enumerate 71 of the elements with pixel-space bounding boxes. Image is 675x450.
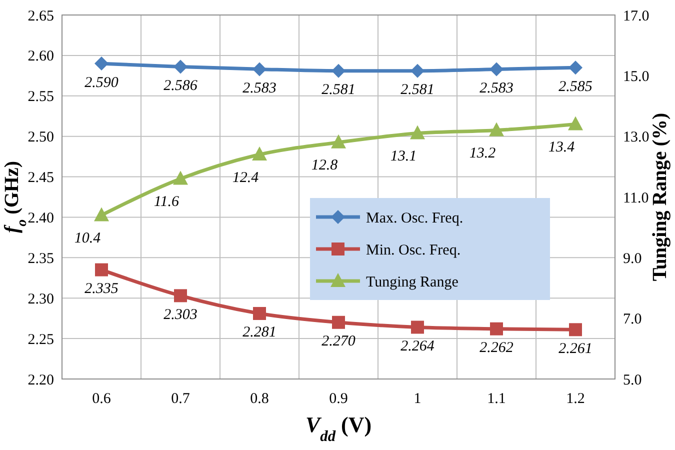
data-label: 2.585 (558, 78, 593, 95)
x-tick-label: 0.7 (171, 391, 190, 407)
data-label: 12.8 (311, 158, 338, 174)
data-label: 2.581 (322, 82, 356, 98)
y-tick-label: 2.35 (28, 250, 54, 267)
data-label: 2.270 (322, 334, 356, 350)
x-tick-label: 1.2 (566, 391, 585, 407)
x-tick-label: 0.6 (92, 391, 112, 407)
data-label: 2.261 (558, 340, 592, 357)
y2-tick-label: 11.0 (623, 190, 649, 206)
y-tick-label: 2.45 (28, 170, 54, 186)
data-label: 13.4 (548, 139, 576, 156)
point (94, 56, 108, 71)
x-tick-label: 1 (414, 391, 422, 407)
x-tick-label: 0.9 (329, 391, 348, 407)
point (252, 62, 266, 76)
point (331, 134, 346, 148)
point (489, 122, 504, 136)
y-tick-label: 2.65 (28, 8, 54, 24)
data-label: 10.4 (74, 230, 102, 246)
data-label: 13.1 (390, 148, 417, 165)
y-tick-label: 2.20 (28, 372, 54, 388)
point (490, 322, 503, 336)
y2-tick-label: 13.0 (623, 130, 650, 146)
x-tick-label: 1.1 (487, 391, 506, 407)
data-label: 2.262 (480, 340, 514, 356)
y-tick-label: 2.50 (28, 130, 54, 146)
point (174, 289, 187, 302)
point (252, 146, 267, 161)
point (568, 116, 583, 130)
data-label: 2.581 (400, 82, 434, 98)
point (332, 316, 345, 329)
data-label: 2.583 (242, 80, 276, 96)
x-axis-title: V$_{dd}$ (V) (305, 412, 372, 444)
data-label: 2.264 (400, 338, 435, 354)
y2-tick-label: 5.0 (623, 372, 642, 388)
y2-tick-label: 15.0 (623, 68, 650, 85)
data-label: 2.590 (84, 74, 119, 91)
point (95, 263, 108, 276)
point (253, 306, 266, 320)
data-label: 11.6 (154, 194, 180, 210)
point (94, 207, 109, 222)
y-tick-label: 2.25 (28, 332, 54, 348)
data-label: 2.586 (164, 78, 198, 94)
legend-label: Tunging Range (366, 274, 459, 290)
point (490, 62, 504, 76)
y2-axis-title: Tunging Range (%) (649, 112, 671, 282)
y-tick-label: 2.60 (28, 48, 54, 65)
data-label: 13.2 (469, 146, 496, 162)
point (410, 64, 424, 78)
legend-label: Min. Osc. Freq. (366, 242, 461, 258)
point (569, 323, 582, 336)
point (568, 60, 582, 75)
x-tick-label: 0.8 (250, 391, 269, 407)
data-label: 2.583 (480, 80, 514, 96)
point (173, 170, 188, 185)
legend-label: Max. Osc. Freq. (366, 210, 464, 226)
data-label: 2.281 (242, 324, 276, 341)
y2-tick-label: 9.0 (623, 250, 642, 267)
y2-tick-label: 17.0 (623, 8, 650, 24)
data-label: 12.4 (232, 170, 260, 186)
point (174, 60, 188, 74)
point (411, 320, 424, 334)
point (332, 64, 346, 78)
data-label: 2.303 (164, 306, 198, 323)
point (410, 125, 425, 140)
y-tick-label: 2.55 (28, 89, 54, 106)
y-tick-label: 2.30 (28, 291, 54, 308)
y-tick-label: 2.40 (28, 210, 54, 226)
data-label: 2.335 (84, 281, 119, 298)
y2-tick-label: 7.0 (623, 312, 642, 328)
